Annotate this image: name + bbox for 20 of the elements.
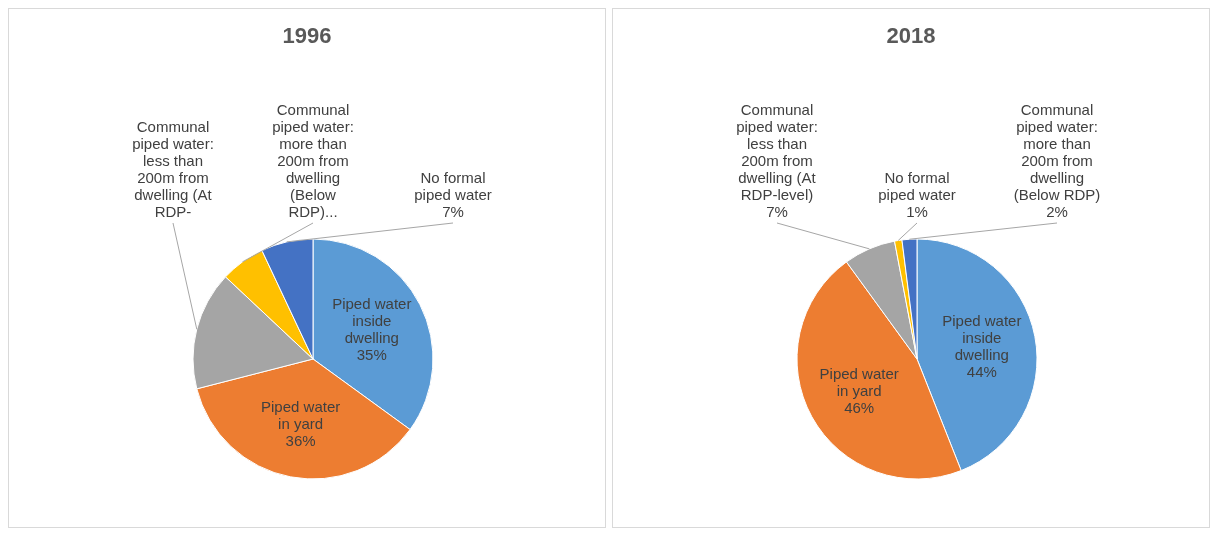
data-label: 2% <box>1046 203 1068 220</box>
slice-label: No formal piped water <box>414 169 492 203</box>
slice-label: Piped water in yard <box>819 364 899 399</box>
data-label: 7% <box>442 203 464 220</box>
data-label: 36% <box>285 431 316 449</box>
chart-title: 2018 <box>885 23 937 49</box>
slice-label: Communal piped water: more than 200m from dwelling (Below RDP)... <box>272 101 354 220</box>
slice-label: No formal piped water <box>878 169 956 203</box>
slice-label: Piped water inside dwelling <box>332 294 412 346</box>
slice-label: Communal piped water: more than 200m from dwelling (Below RDP) <box>1013 101 1101 203</box>
data-label: 35% <box>356 345 387 363</box>
data-label: 7% <box>766 203 788 220</box>
data-label: 1% <box>906 203 928 220</box>
slice-label: Communal piped water: less than 200m from dwelling (At RDP- <box>132 118 214 220</box>
slice-label: Piped water in yard <box>261 397 341 432</box>
data-label: 44% <box>966 363 997 381</box>
data-label: 46% <box>844 398 875 416</box>
slice-label: Communal piped water: less than 200m from dwelling (At RDP-level) <box>736 101 818 203</box>
chart-title: 1996 <box>281 23 333 49</box>
slice-label: Piped water inside dwelling <box>942 312 1022 364</box>
